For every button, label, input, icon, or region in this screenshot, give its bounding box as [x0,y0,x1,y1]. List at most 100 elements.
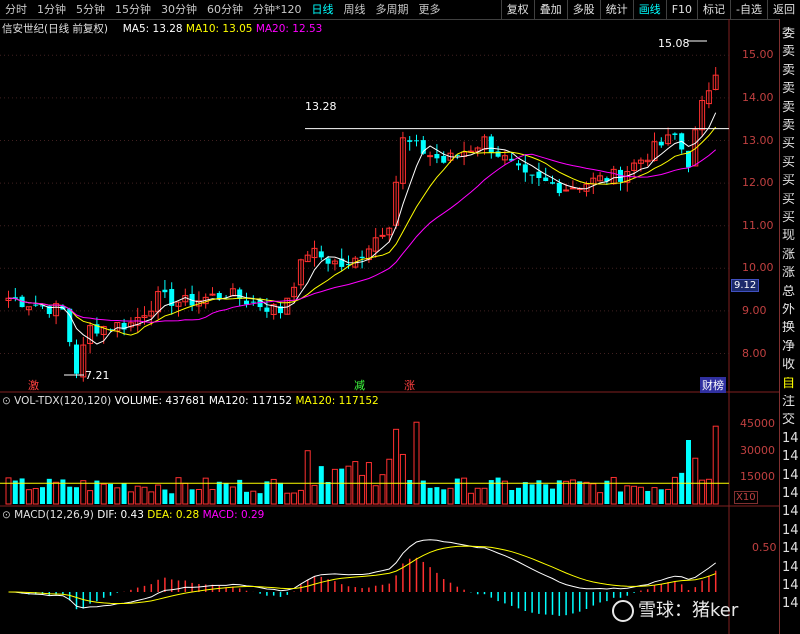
tab-period[interactable]: 15分钟 [115,3,151,16]
volume-bar [94,480,100,504]
toolbar-button[interactable]: 叠加 [533,0,567,19]
sidebar-item[interactable]: 14 [782,487,799,501]
candle-body [569,187,576,190]
tab-period[interactable]: 周线 [343,3,366,16]
sidebar-item[interactable]: 注 [782,395,796,409]
volume-bar [516,487,521,504]
sidebar-item[interactable]: 14 [782,597,799,612]
sidebar-item[interactable]: 14 [782,579,799,593]
volume-bar [108,483,113,504]
sidebar-item[interactable]: 买 [782,211,796,225]
volume-bar [345,465,352,505]
volume-bar [447,487,454,505]
sidebar-item[interactable]: 买 [782,192,796,207]
candle-body [108,329,113,331]
tab-period[interactable]: 分时 [5,3,27,16]
volume-bar [372,485,379,505]
sidebar-item[interactable]: 买 [782,174,796,189]
toolbar-button[interactable]: F10 [665,0,697,19]
candle-body [488,136,494,153]
sidebar-item[interactable]: 14 [782,542,799,557]
sidebar-item[interactable]: 卖 [782,119,796,133]
toolbar-button[interactable]: -自选 [730,0,767,19]
event-tag[interactable]: 涨 [404,379,415,392]
tab-period[interactable]: 多周期 [375,3,409,16]
sidebar-item[interactable]: 14 [782,468,799,483]
sidebar-item[interactable]: 买 [782,155,796,170]
candle-body [434,153,440,159]
volume-bar [441,489,447,504]
sidebar-item[interactable]: 总 [782,284,796,299]
chart-canvas[interactable] [0,19,779,634]
sidebar-item[interactable]: 14 [782,505,799,520]
volume-bar [686,440,691,504]
candle-body [516,163,521,166]
volume-bar [495,477,501,504]
candle-body [359,256,365,259]
volume-bar [291,492,298,505]
candle-body [53,303,60,317]
toolbar-button[interactable]: 复权 [500,0,534,19]
volume-bar [597,492,604,505]
volume-bar [583,481,590,505]
toolbar-button[interactable]: 统计 [599,0,633,19]
vol-indicator-icon[interactable]: ⊙ [2,395,11,407]
sidebar-item[interactable]: 涨 [782,247,796,262]
candle-body [597,175,604,182]
sidebar-item[interactable]: 14 [782,523,799,538]
ma20-value: MA20: 12.53 [255,23,323,35]
volume-bar [32,488,39,505]
volume-bar [114,487,121,505]
price-tick-label: 12.00 [742,176,774,190]
volume-bar [563,480,570,505]
tab-period[interactable]: 1分钟 [37,3,66,16]
sidebar-item[interactable]: 卖 [782,82,796,97]
sidebar-item[interactable]: 委 [782,27,796,41]
sidebar-item[interactable]: 14 [782,431,799,446]
sidebar-item[interactable]: 买 [782,137,796,152]
event-tag[interactable]: 激 [28,379,39,392]
tab-period[interactable]: 日线 [311,3,334,16]
candle-body [441,155,447,163]
volume-bar [671,476,678,505]
event-tag[interactable]: 财榜 [700,377,726,393]
sidebar-item[interactable]: 净 [782,339,796,354]
sidebar-item[interactable]: 14 [782,560,799,575]
tab-period[interactable]: 5分钟 [76,3,105,16]
macd-indicator-icon[interactable]: ⊙ [2,509,11,521]
candle-body [372,237,379,252]
sidebar-item[interactable]: 收 [782,358,796,373]
sidebar-item[interactable]: 现 [782,229,796,244]
toolbar-button[interactable]: 返回 [767,0,800,19]
quote-sidebar[interactable]: 委卖卖卖卖卖买买买买买现涨涨总外换净收自注交 14 14 14 14 14 14 14 14 14… [779,19,800,634]
volume-bar [386,458,393,505]
sidebar-item[interactable]: 卖 [782,100,796,115]
macd-legend: ⊙ MACD(12,26,9) DIF: 0.43 DEA: 0.28 MACD… [2,509,264,521]
tab-period[interactable]: 分钟*120 [253,3,302,16]
sidebar-item[interactable]: 自 [782,376,796,391]
candle-body [509,158,515,161]
candle-body [658,141,664,146]
stock-name: 信安世纪(日线 前复权) [2,23,109,35]
tab-period[interactable]: 更多 [418,3,441,16]
sidebar-item[interactable]: 14 [782,450,799,465]
tab-period[interactable]: 30分钟 [161,3,197,16]
sidebar-item[interactable]: 换 [782,321,796,336]
candle-body [699,100,706,131]
candle-body [121,322,127,330]
sidebar-item[interactable]: 卖 [782,63,796,78]
horizontal-line-label: 13.28 [305,100,337,113]
dif-line [8,539,716,609]
sidebar-item[interactable]: 卖 [782,45,796,60]
sidebar-item[interactable]: 涨 [782,266,796,281]
tab-period[interactable]: 60分钟 [207,3,243,16]
toolbar-button[interactable]: 画线 [632,0,666,19]
sidebar-item[interactable]: 外 [782,303,796,317]
sidebar-item[interactable]: 交 [782,413,796,428]
event-tag[interactable]: 减 [354,379,365,392]
volume-bar [393,428,400,505]
volume-bar [127,491,134,505]
toolbar-button[interactable]: 标记 [697,0,730,19]
volume-bar [522,482,528,504]
toolbar-button[interactable]: 多股 [566,0,600,19]
